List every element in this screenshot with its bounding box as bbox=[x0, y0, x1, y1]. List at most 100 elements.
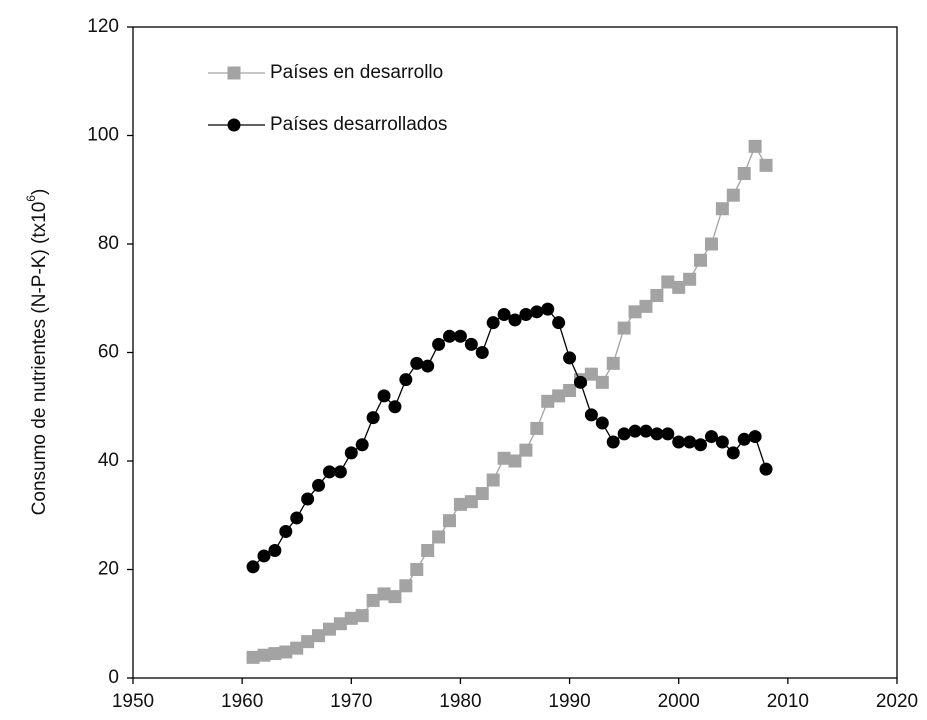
marker bbox=[694, 438, 708, 452]
marker bbox=[617, 427, 631, 441]
marker bbox=[355, 438, 369, 452]
marker bbox=[475, 487, 489, 501]
marker bbox=[388, 400, 402, 414]
marker bbox=[246, 650, 260, 664]
y-tick-label: 0 bbox=[108, 667, 119, 688]
marker bbox=[475, 346, 489, 359]
marker bbox=[290, 641, 304, 655]
marker bbox=[366, 593, 380, 607]
y-tick-label: 100 bbox=[87, 125, 119, 146]
x-tick-label: 1990 bbox=[548, 691, 590, 712]
marker bbox=[530, 421, 544, 435]
x-tick-label: 2010 bbox=[767, 691, 809, 712]
marker bbox=[606, 435, 620, 449]
marker bbox=[464, 495, 478, 509]
marker bbox=[333, 617, 347, 631]
marker bbox=[322, 622, 336, 636]
marker bbox=[759, 462, 773, 476]
marker bbox=[519, 443, 533, 457]
marker bbox=[443, 329, 457, 343]
marker bbox=[486, 316, 500, 330]
marker bbox=[541, 394, 555, 408]
y-axis-label-main: Consumo de nutrientes (N-P-K) (tx10 bbox=[29, 202, 50, 516]
marker bbox=[683, 435, 697, 449]
marker bbox=[650, 289, 664, 303]
series-line bbox=[252, 144, 767, 659]
marker bbox=[737, 166, 751, 180]
y-axis-label: Consumo de nutrientes (N-P-K) (tx106) bbox=[24, 189, 50, 516]
marker bbox=[497, 451, 511, 465]
x-tick-label: 1980 bbox=[439, 691, 481, 712]
marker bbox=[377, 587, 391, 601]
marker bbox=[694, 253, 708, 267]
marker bbox=[530, 305, 544, 319]
marker bbox=[453, 329, 467, 343]
marker bbox=[355, 609, 369, 623]
marker bbox=[377, 389, 391, 403]
marker bbox=[508, 454, 522, 468]
x-tick-label: 1960 bbox=[221, 691, 263, 712]
marker bbox=[584, 408, 598, 422]
marker bbox=[344, 446, 358, 460]
marker bbox=[366, 411, 380, 425]
y-axis-label-end: ) bbox=[29, 189, 50, 195]
marker bbox=[279, 525, 293, 539]
marker bbox=[333, 465, 347, 479]
marker bbox=[410, 356, 424, 370]
marker bbox=[595, 375, 609, 389]
marker bbox=[399, 579, 413, 593]
marker bbox=[726, 446, 740, 460]
marker bbox=[552, 389, 566, 403]
marker bbox=[421, 359, 435, 373]
marker bbox=[661, 275, 675, 289]
marker bbox=[617, 321, 631, 335]
marker bbox=[257, 549, 271, 563]
marker bbox=[639, 299, 653, 313]
marker bbox=[519, 308, 533, 322]
marker bbox=[344, 611, 358, 625]
marker bbox=[639, 424, 653, 438]
marker bbox=[268, 544, 282, 558]
marker bbox=[301, 492, 315, 506]
y-axis-label-sup: 6 bbox=[24, 195, 38, 202]
legend-marker bbox=[227, 66, 241, 80]
marker bbox=[595, 416, 609, 430]
marker bbox=[563, 351, 577, 365]
marker bbox=[672, 280, 686, 294]
marker bbox=[606, 356, 620, 370]
marker bbox=[704, 237, 718, 251]
marker bbox=[661, 427, 675, 441]
marker bbox=[541, 302, 555, 316]
marker bbox=[497, 308, 511, 322]
legend-label: Países en desarrollo bbox=[270, 62, 443, 83]
y-tick-label: 80 bbox=[98, 233, 119, 254]
marker bbox=[432, 337, 446, 351]
marker bbox=[759, 158, 773, 172]
marker bbox=[726, 188, 740, 202]
marker bbox=[268, 647, 282, 661]
marker bbox=[552, 316, 566, 330]
marker bbox=[715, 435, 729, 449]
marker bbox=[443, 514, 457, 528]
marker bbox=[650, 427, 664, 441]
marker bbox=[301, 635, 315, 649]
marker bbox=[312, 478, 326, 492]
marker bbox=[486, 473, 500, 487]
marker bbox=[563, 383, 577, 397]
marker bbox=[573, 375, 587, 389]
marker bbox=[421, 544, 435, 558]
legend-marker bbox=[227, 118, 241, 132]
marker bbox=[290, 511, 304, 525]
marker bbox=[388, 590, 402, 604]
marker bbox=[257, 648, 271, 662]
marker bbox=[628, 424, 642, 438]
x-tick-label: 2020 bbox=[876, 691, 918, 712]
marker bbox=[453, 497, 467, 511]
marker bbox=[704, 430, 718, 444]
marker bbox=[410, 563, 424, 576]
marker bbox=[715, 202, 729, 216]
marker bbox=[279, 645, 293, 659]
y-tick-label: 60 bbox=[98, 342, 119, 363]
marker bbox=[464, 337, 478, 351]
